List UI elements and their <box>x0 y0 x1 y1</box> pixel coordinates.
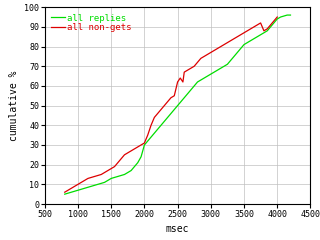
all non-gets <box>113 165 116 168</box>
all non-gets <box>116 161 120 164</box>
all non-gets <box>268 24 272 26</box>
X-axis label: msec: msec <box>166 224 189 234</box>
Line: all replies: all replies <box>65 15 291 194</box>
all replies <box>289 14 292 17</box>
all non-gets <box>252 25 256 28</box>
all replies <box>79 188 83 191</box>
all non-gets <box>181 81 185 84</box>
all replies <box>192 84 196 87</box>
Legend: all replies, all non-gets: all replies, all non-gets <box>49 12 134 34</box>
all replies <box>106 179 110 182</box>
all non-gets <box>63 191 67 194</box>
all non-gets <box>182 71 186 74</box>
all replies <box>285 14 289 17</box>
all replies <box>139 155 143 158</box>
Line: all non-gets: all non-gets <box>65 17 277 192</box>
all replies <box>136 161 140 164</box>
all replies <box>282 15 286 18</box>
all replies <box>63 193 67 196</box>
all non-gets <box>275 16 279 18</box>
Y-axis label: cumulative %: cumulative % <box>9 70 19 141</box>
